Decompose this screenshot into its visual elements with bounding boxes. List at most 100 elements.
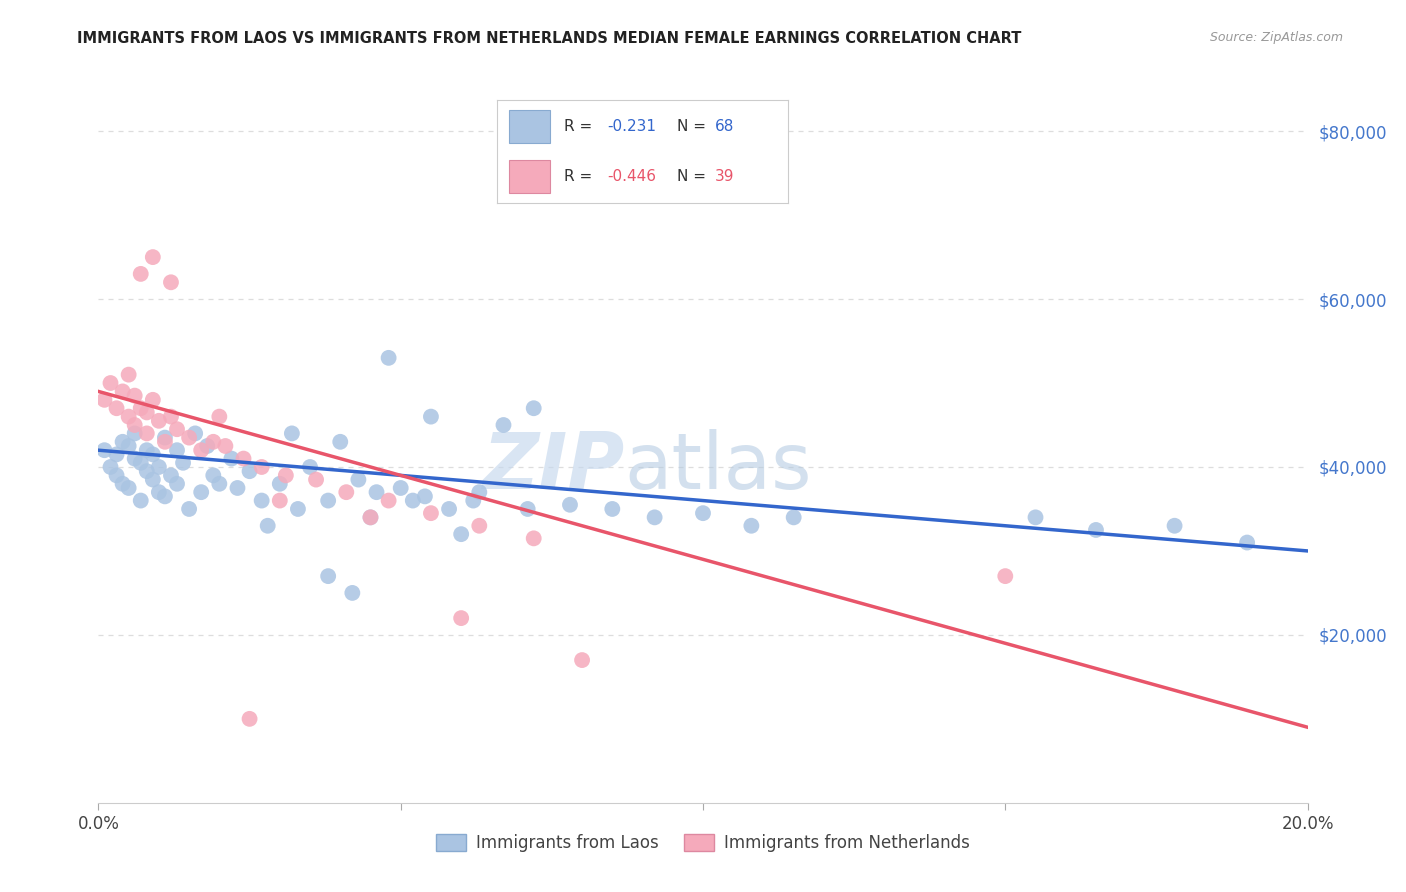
Point [148,414,170,428]
Point [160,409,183,424]
Point [468,485,491,500]
Point [124,417,146,432]
Point [129,456,152,470]
Point [105,401,128,416]
Point [239,712,262,726]
Point [153,489,176,503]
Point [335,485,357,500]
Point [316,493,339,508]
Point [153,431,176,445]
Point [124,389,146,403]
Point [129,267,152,281]
Point [129,493,152,508]
Point [269,476,291,491]
Point [299,460,322,475]
Point [129,401,152,416]
Point [558,498,581,512]
Point [100,460,122,475]
Legend: Immigrants from Laos, Immigrants from Netherlands: Immigrants from Laos, Immigrants from Ne… [429,827,977,859]
Point [111,384,134,399]
Point [118,481,141,495]
Point [208,476,231,491]
Point [148,485,170,500]
Point [179,431,201,445]
Point [360,510,382,524]
Point [105,447,128,461]
Point [692,506,714,520]
Point [463,493,485,508]
Point [148,460,170,475]
Point [740,518,762,533]
Point [250,493,273,508]
Point [239,464,262,478]
Point [124,451,146,466]
Point [450,611,472,625]
Point [118,439,141,453]
Point [994,569,1017,583]
Point [160,275,183,289]
Point [135,464,157,478]
Point [269,493,291,508]
Point [184,426,207,441]
Point [160,468,183,483]
Text: atlas: atlas [624,429,811,506]
Point [420,409,443,424]
Text: Source: ZipAtlas.com: Source: ZipAtlas.com [1209,31,1343,45]
Point [118,368,141,382]
Point [347,473,370,487]
Point [1163,518,1185,533]
Point [602,502,624,516]
Point [523,401,546,416]
Point [783,510,806,524]
Point [179,502,201,516]
Point [287,502,309,516]
Point [342,586,364,600]
Point [221,451,243,466]
Point [135,426,157,441]
Point [135,443,157,458]
Point [166,476,188,491]
Point [226,481,249,495]
Point [111,476,134,491]
Point [377,351,399,365]
Point [208,409,231,424]
Point [1236,535,1258,549]
Point [413,489,436,503]
Point [274,468,297,483]
Point [420,506,443,520]
Point [437,502,460,516]
Point [468,518,491,533]
Point [389,481,412,495]
Point [1085,523,1108,537]
Point [402,493,425,508]
Text: IMMIGRANTS FROM LAOS VS IMMIGRANTS FROM NETHERLANDS MEDIAN FEMALE EARNINGS CORRE: IMMIGRANTS FROM LAOS VS IMMIGRANTS FROM … [77,31,1022,46]
Point [256,518,278,533]
Point [644,510,666,524]
Point [190,485,212,500]
Point [142,473,165,487]
Point [135,405,157,419]
Point [142,250,165,264]
Point [105,468,128,483]
Point [377,493,399,508]
Point [202,434,225,449]
Point [250,460,273,475]
Point [329,434,352,449]
Point [360,510,382,524]
Point [190,443,212,458]
Point [1024,510,1046,524]
Point [516,502,538,516]
Point [281,426,304,441]
Point [305,473,328,487]
Point [166,422,188,436]
Point [153,434,176,449]
Point [202,468,225,483]
Point [118,409,141,424]
Point [492,417,515,432]
Point [111,434,134,449]
Point [232,451,254,466]
Point [571,653,593,667]
Point [142,447,165,461]
Point [100,376,122,390]
Text: ZIP: ZIP [482,429,624,506]
